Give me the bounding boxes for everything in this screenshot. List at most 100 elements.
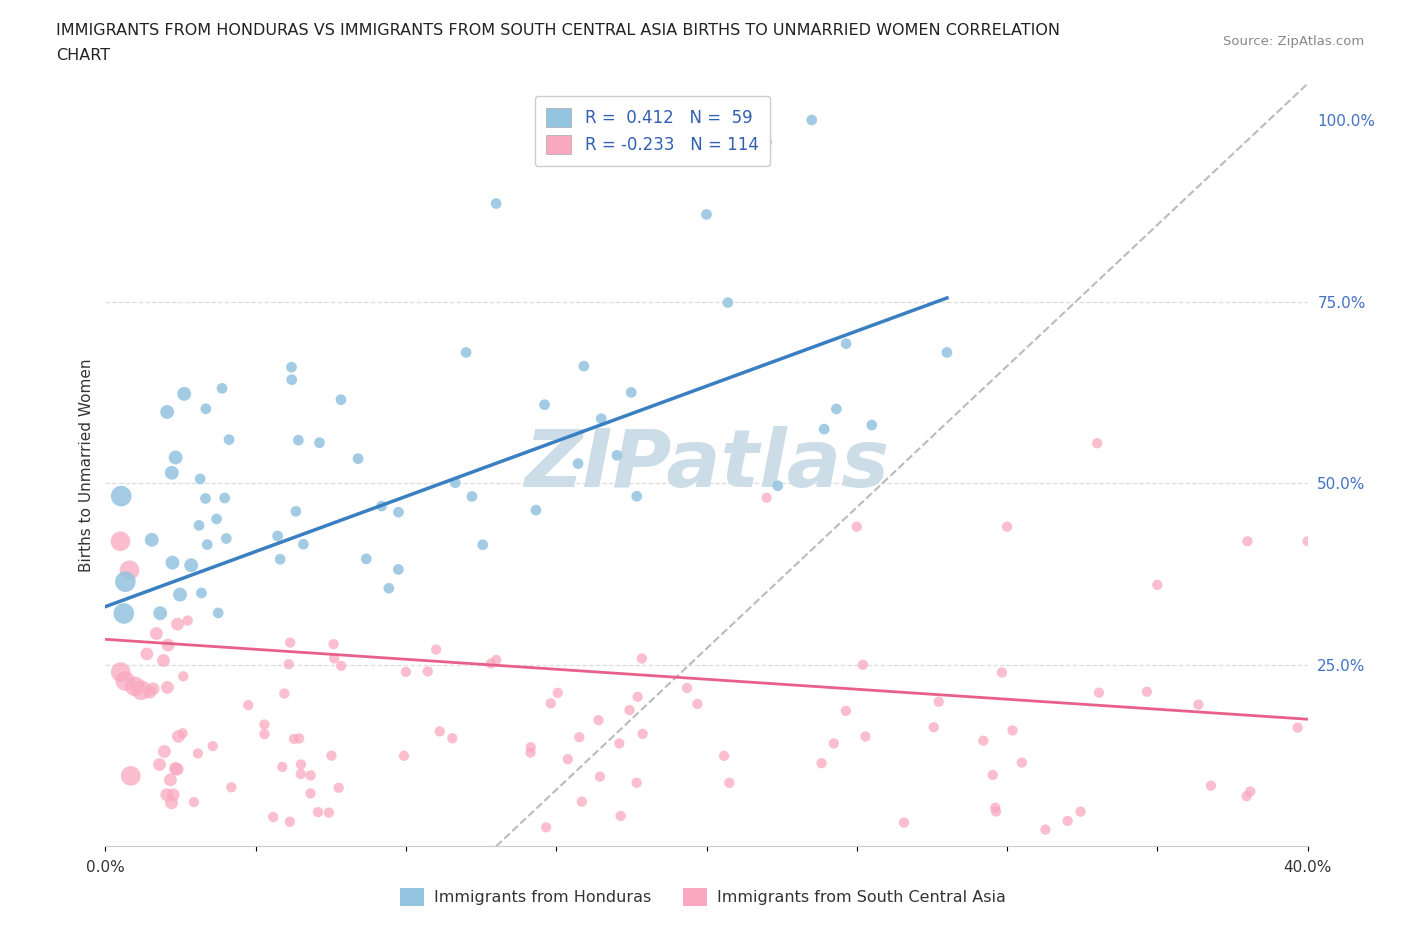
- Point: [188, 518, 211, 533]
- Point: [152, 653, 174, 668]
- Point: [299, 768, 322, 783]
- Point: [1146, 578, 1168, 592]
- Point: [485, 653, 508, 668]
- Point: [156, 680, 179, 695]
- Point: [686, 697, 709, 711]
- Point: [356, 551, 378, 566]
- Point: [557, 751, 579, 766]
- Point: [718, 776, 741, 790]
- Point: [755, 490, 778, 505]
- Point: [271, 760, 294, 775]
- Point: [142, 682, 165, 697]
- Point: [287, 432, 309, 447]
- Point: [606, 448, 628, 463]
- Point: [524, 503, 547, 518]
- Point: [269, 551, 291, 566]
- Point: [308, 435, 330, 450]
- Point: [845, 519, 868, 534]
- Point: [717, 295, 740, 310]
- Point: [205, 512, 228, 526]
- Point: [165, 761, 187, 776]
- Point: [1136, 684, 1159, 699]
- Point: [609, 808, 631, 823]
- Point: [1236, 534, 1258, 549]
- Point: [568, 730, 591, 745]
- Point: [290, 757, 312, 772]
- Point: [299, 786, 322, 801]
- Point: [696, 207, 718, 222]
- Point: [626, 489, 648, 504]
- Point: [214, 490, 236, 505]
- Point: [471, 538, 494, 552]
- Point: [288, 731, 311, 746]
- Point: [1239, 784, 1261, 799]
- Point: [1088, 685, 1111, 700]
- Point: [277, 657, 299, 671]
- Point: [162, 555, 184, 570]
- Point: [995, 519, 1018, 534]
- Point: [1001, 723, 1024, 737]
- Point: [218, 432, 240, 447]
- Point: [387, 562, 409, 577]
- Point: [207, 605, 229, 620]
- Point: [153, 744, 176, 759]
- Point: [1011, 755, 1033, 770]
- Point: [800, 113, 823, 127]
- Point: [936, 345, 959, 360]
- Point: [813, 421, 835, 436]
- Point: [347, 451, 370, 466]
- Point: [416, 664, 439, 679]
- Point: [984, 800, 1007, 815]
- Point: [454, 345, 477, 360]
- Point: [972, 733, 994, 748]
- Point: [278, 815, 301, 830]
- Point: [981, 767, 1004, 782]
- Point: [619, 703, 641, 718]
- Point: [928, 695, 950, 710]
- Point: [835, 337, 858, 352]
- Point: [262, 809, 284, 824]
- Point: [215, 531, 238, 546]
- Point: [631, 651, 654, 666]
- Point: [1070, 804, 1092, 819]
- Point: [1286, 720, 1309, 735]
- Point: [626, 776, 648, 790]
- Legend: Immigrants from Honduras, Immigrants from South Central Asia: Immigrants from Honduras, Immigrants fro…: [394, 882, 1012, 912]
- Point: [922, 720, 945, 735]
- Point: [284, 504, 307, 519]
- Y-axis label: Births to Unmarried Women: Births to Unmarried Women: [79, 358, 94, 572]
- Point: [292, 537, 315, 551]
- Point: [138, 684, 160, 699]
- Point: [395, 664, 418, 679]
- Point: [281, 372, 304, 387]
- Point: [519, 745, 541, 760]
- Point: [323, 651, 346, 666]
- Point: [238, 698, 260, 712]
- Point: [589, 769, 612, 784]
- Point: [591, 411, 613, 426]
- Point: [534, 820, 557, 835]
- Point: [278, 635, 301, 650]
- Text: IMMIGRANTS FROM HONDURAS VS IMMIGRANTS FROM SOUTH CENTRAL ASIA BIRTHS TO UNMARRI: IMMIGRANTS FROM HONDURAS VS IMMIGRANTS F…: [56, 23, 1060, 38]
- Point: [330, 658, 353, 673]
- Point: [852, 658, 875, 672]
- Point: [1085, 436, 1108, 451]
- Point: [1056, 814, 1078, 829]
- Point: [112, 606, 135, 621]
- Point: [755, 134, 778, 149]
- Point: [283, 732, 305, 747]
- Point: [194, 491, 217, 506]
- Point: [387, 505, 409, 520]
- Point: [893, 816, 915, 830]
- Point: [253, 726, 276, 741]
- Point: [114, 574, 136, 589]
- Point: [1035, 822, 1057, 837]
- Text: 40.0%: 40.0%: [1284, 860, 1331, 875]
- Point: [713, 749, 735, 764]
- Point: [520, 740, 543, 755]
- Point: [211, 381, 233, 396]
- Point: [485, 196, 508, 211]
- Point: [194, 402, 217, 417]
- Point: [378, 581, 401, 596]
- Point: [1199, 778, 1222, 793]
